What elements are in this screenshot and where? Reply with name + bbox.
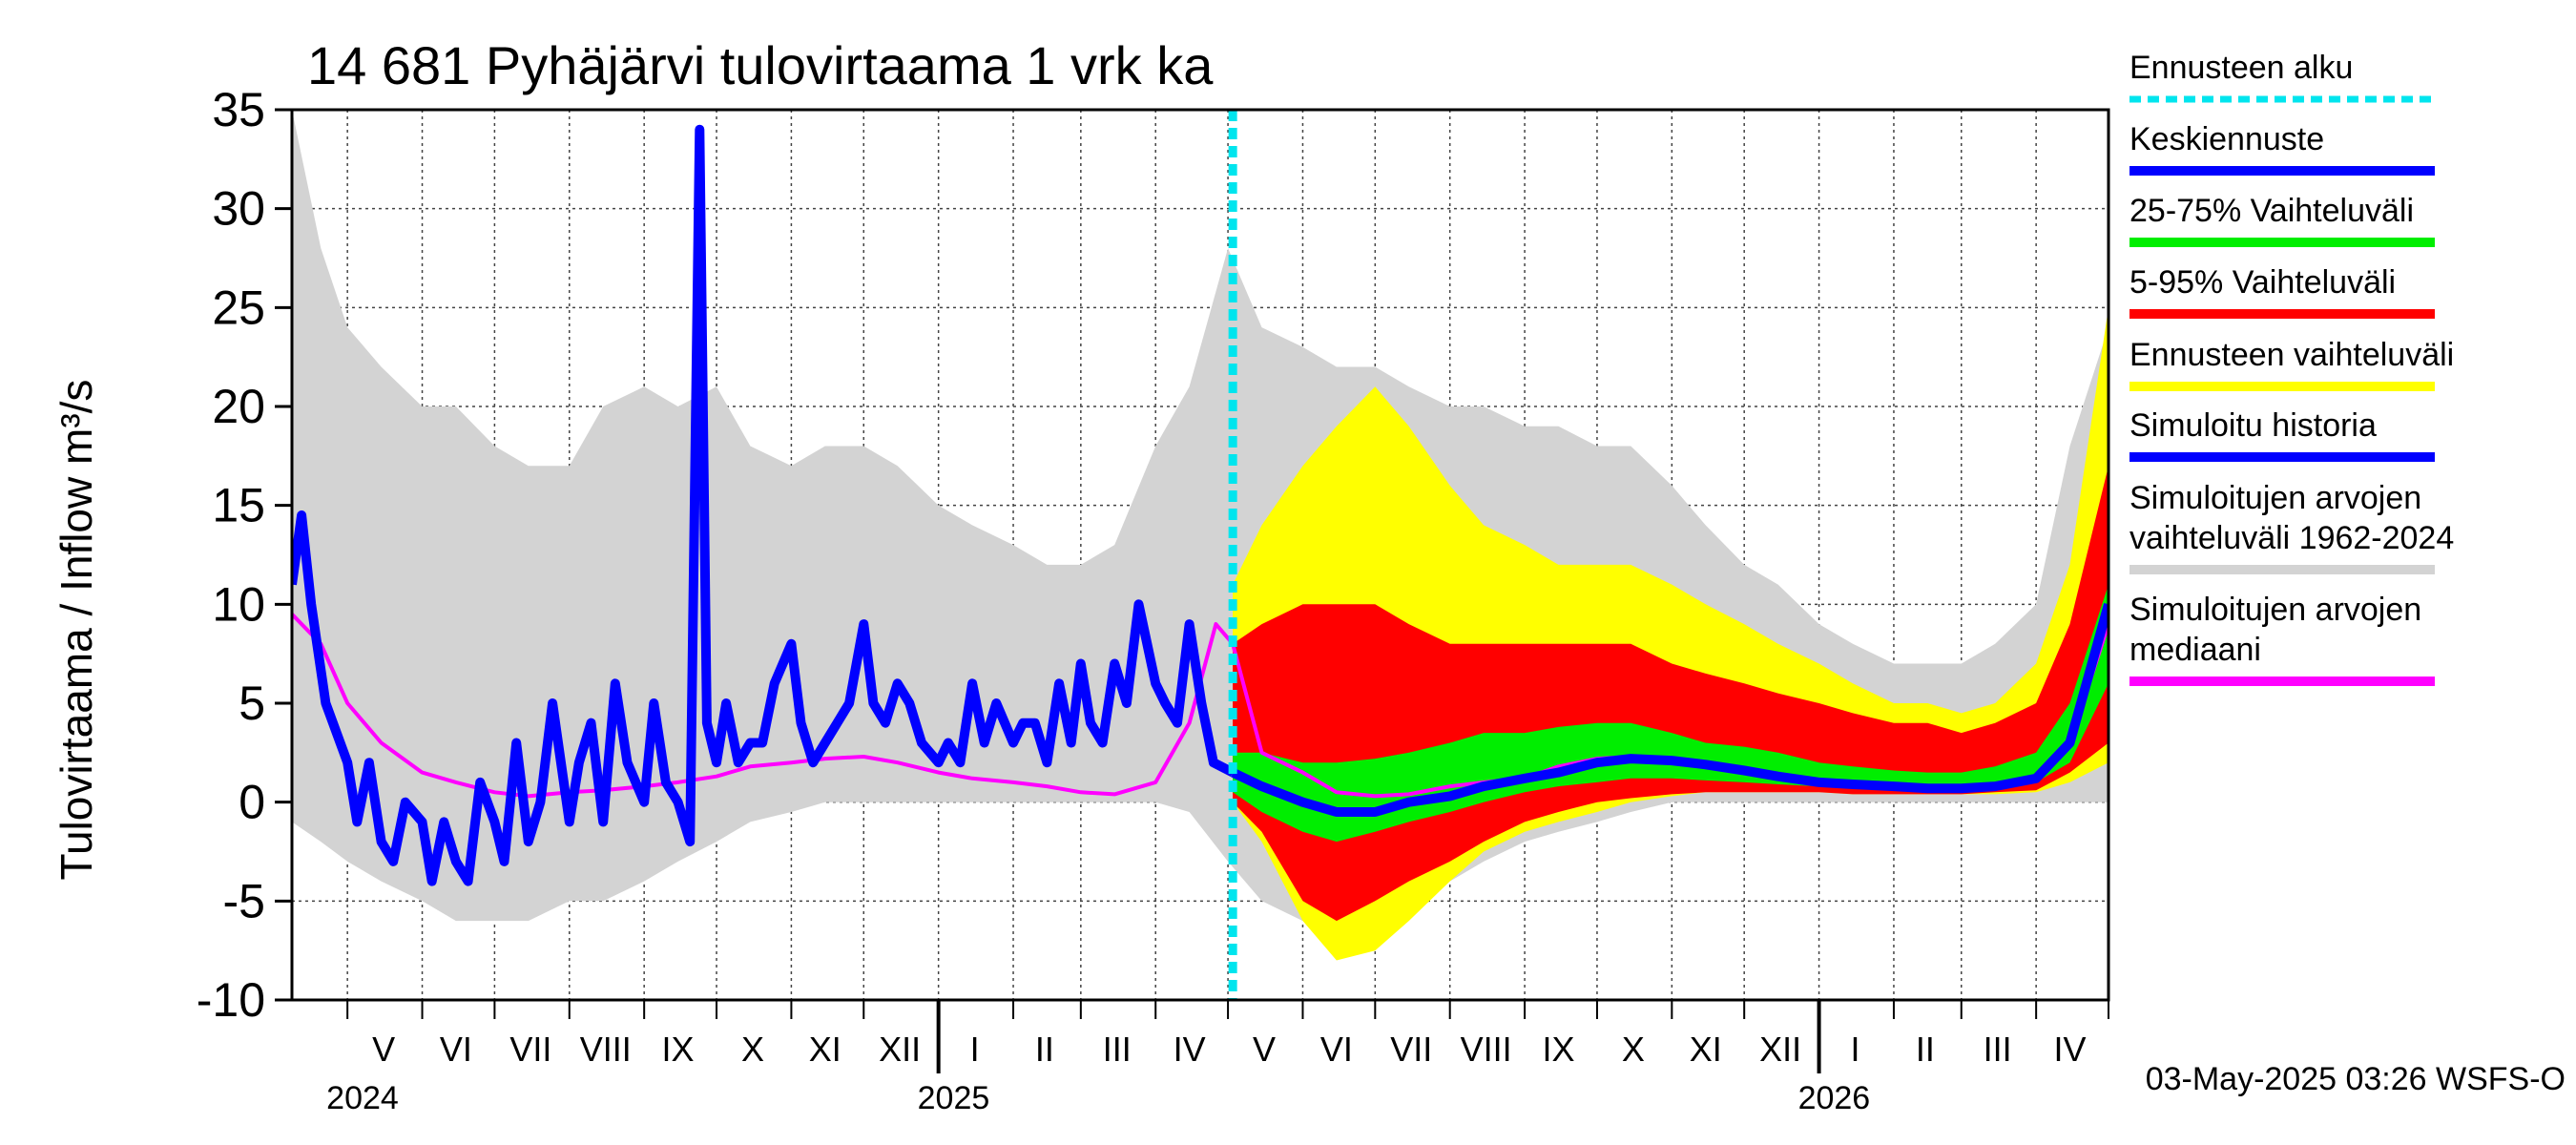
y-tick-label: 30	[212, 182, 265, 236]
month-label: V	[1253, 1030, 1276, 1069]
month-label: IX	[662, 1030, 695, 1069]
legend-label: Ennusteen vaihteluväli	[2129, 337, 2454, 373]
legend-label: Keskiennuste	[2129, 121, 2324, 157]
y-tick-label: 5	[239, 677, 265, 730]
lines	[292, 124, 2109, 886]
y-tick-label: -10	[197, 973, 265, 1027]
month-label: X	[741, 1030, 764, 1069]
legend: Ennusteen alku Keskiennuste 25-75% Vaihtel…	[2129, 50, 2454, 686]
month-label: VI	[440, 1030, 472, 1069]
month-label: III	[1103, 1030, 1132, 1069]
month-label: XII	[879, 1030, 921, 1069]
month-label: II	[1035, 1030, 1054, 1069]
y-tick-label: -5	[223, 874, 265, 927]
month-label: VIII	[580, 1030, 632, 1069]
y-tick-label: 15	[212, 479, 265, 532]
year-label: 2026	[1798, 1080, 1871, 1116]
legend-label: vaihteluväli 1962-2024	[2129, 520, 2454, 556]
legend-label: 25-75% Vaihteluväli	[2129, 193, 2414, 229]
legend-label: Simuloitujen arvojen	[2129, 592, 2421, 628]
y-axis-label: Tulovirtaama / Inflow m³/s	[52, 380, 101, 881]
month-label: I	[1850, 1030, 1859, 1069]
month-label: I	[970, 1030, 980, 1069]
month-label: XI	[1690, 1030, 1722, 1069]
legend-label: Simuloitu historia	[2129, 407, 2377, 444]
legend-label: 5-95% Vaihteluväli	[2129, 264, 2396, 301]
band-3	[1233, 584, 2109, 843]
footer-timestamp: 03-May-2025 03:26 WSFS-O	[2146, 1061, 2566, 1097]
chart-title: 14 681 Pyhäjärvi tulovirtaama 1 vrk ka	[307, 35, 1214, 95]
year-label: 2024	[326, 1080, 399, 1116]
month-label: XII	[1759, 1030, 1801, 1069]
month-label: IV	[2054, 1030, 2087, 1069]
y-tick-label: 0	[239, 776, 265, 829]
y-tick-label: 35	[212, 83, 265, 136]
month-label: VII	[1390, 1030, 1432, 1069]
month-label: V	[372, 1030, 395, 1069]
month-label: IV	[1174, 1030, 1206, 1069]
y-tick-label: 25	[212, 281, 265, 334]
month-label: VIII	[1461, 1030, 1512, 1069]
month-label: VII	[509, 1030, 551, 1069]
y-tick-label: 20	[212, 380, 265, 433]
plot-frame	[290, 108, 2110, 1002]
x-axis: V VI VII VIII IX X XI XII I II III IV V VI VII VIII IX X X…	[326, 1000, 2109, 1116]
legend-label: mediaani	[2129, 632, 2261, 668]
year-label: 2025	[918, 1080, 990, 1116]
month-label: II	[1916, 1030, 1935, 1069]
series-line-6	[1230, 602, 2109, 817]
month-label: III	[1984, 1030, 2012, 1069]
y-tick-label: 10	[212, 577, 265, 631]
legend-label: Ennusteen alku	[2129, 50, 2353, 86]
y-axis: 35 30 25 20 15 10 5 0 -5 -10	[197, 83, 292, 1027]
legend-label: Simuloitujen arvojen	[2129, 480, 2421, 516]
series-line-5	[292, 124, 1236, 886]
month-label: XI	[809, 1030, 841, 1069]
month-label: IX	[1542, 1030, 1574, 1069]
month-label: VI	[1320, 1030, 1353, 1069]
month-label: X	[1622, 1030, 1645, 1069]
